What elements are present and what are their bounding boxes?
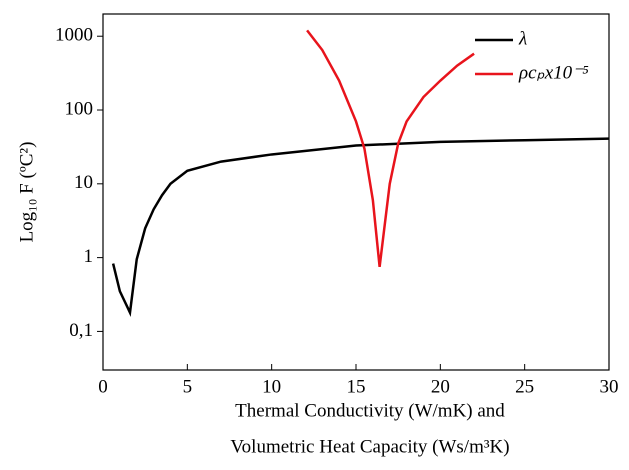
x-tick-label: 30 [600, 376, 619, 397]
line-series [306, 29, 475, 267]
legend-label: λ [518, 28, 527, 49]
y-axis-label: Log₁₀ F (ºC²) [16, 142, 37, 243]
line-series [111, 137, 610, 317]
x-axis-label: Thermal Conductivity (W/mK) and [235, 400, 505, 421]
x-tick-label: 25 [515, 376, 534, 397]
y-tick-label: 0,1 [69, 320, 93, 341]
x-tick-label: 5 [183, 376, 193, 397]
x-tick-label: 15 [347, 376, 366, 397]
x-axis-label: Volumetric Heat Capacity (Ws/m³K) [230, 436, 509, 457]
x-tick-label: 20 [431, 376, 450, 397]
x-tick-label: 0 [98, 376, 108, 397]
y-tick-label: 1 [84, 246, 94, 267]
y-tick-label: 10 [74, 172, 93, 193]
legend-label: ρcₚx10⁻⁵ [518, 62, 589, 83]
y-tick-label: 1000 [55, 25, 93, 46]
y-tick-label: 100 [65, 98, 94, 119]
x-tick-label: 10 [262, 376, 281, 397]
